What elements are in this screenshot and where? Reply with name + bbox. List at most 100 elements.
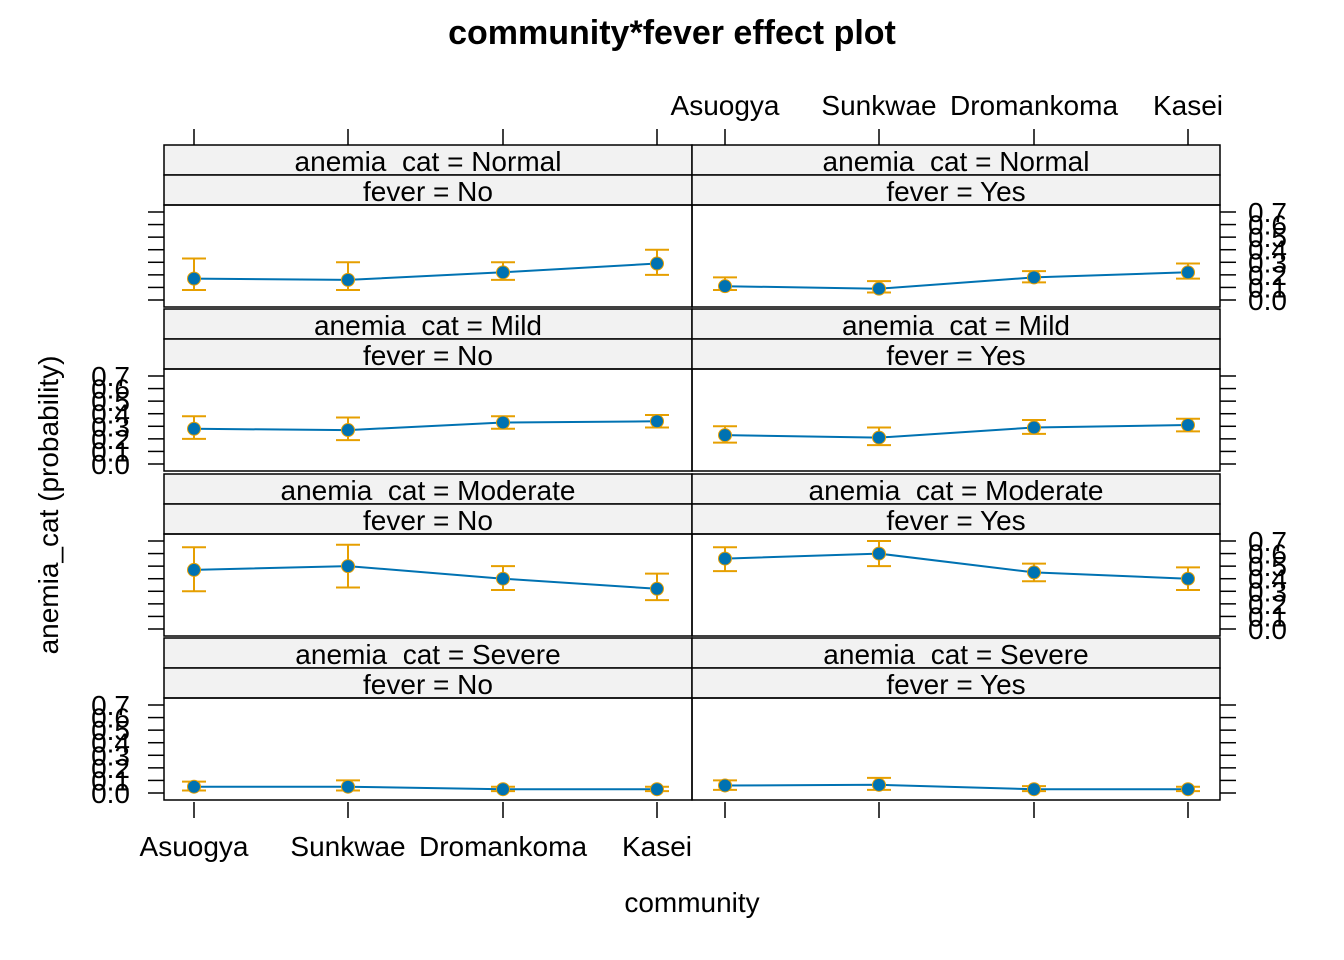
y-tick-label: 0.2 xyxy=(91,424,130,455)
series-line xyxy=(193,262,658,281)
series-line xyxy=(724,271,1189,290)
data-point xyxy=(187,421,201,436)
x-tick-label-top: Dromankoma xyxy=(950,90,1118,121)
y-tick-label: 0.0 xyxy=(91,778,130,809)
y-tick-label: 0.7 xyxy=(1248,197,1287,228)
data-point xyxy=(1027,782,1041,797)
data-point xyxy=(718,279,732,294)
strip-anemia-label: anemia_cat = Mild xyxy=(842,310,1070,341)
x-tick-label-bottom: Sunkwae xyxy=(290,831,405,862)
x-tick-label-top: Sunkwae xyxy=(821,90,936,121)
y-tick-label: 0.5 xyxy=(1248,222,1287,253)
data-point xyxy=(718,778,732,793)
x-tick-label-bottom: Asuogya xyxy=(140,831,249,862)
panel-frame xyxy=(163,697,693,801)
data-point xyxy=(496,265,510,280)
data-point xyxy=(1027,420,1041,435)
y-axis-label: anemia_cat (probability) xyxy=(33,356,64,655)
strip-fever-bg xyxy=(691,338,1221,370)
data-point xyxy=(650,256,664,271)
data-point xyxy=(718,428,732,443)
panel-frame xyxy=(691,533,1221,637)
y-tick-label: 0.4 xyxy=(91,399,130,430)
data-point xyxy=(341,272,355,287)
strip-fever-label: fever = Yes xyxy=(886,669,1025,700)
strip-fever-label: fever = No xyxy=(363,176,493,207)
x-tick-label-top: Asuogya xyxy=(671,90,780,121)
data-point xyxy=(187,562,201,577)
data-point xyxy=(341,423,355,438)
data-point xyxy=(496,571,510,586)
y-tick-label: 0.6 xyxy=(1248,539,1287,570)
data-point xyxy=(187,271,201,286)
series-line xyxy=(193,420,658,432)
y-tick-label: 0.3 xyxy=(91,740,130,771)
x-tick-label-bottom: Dromankoma xyxy=(419,831,587,862)
strip-fever-label: fever = Yes xyxy=(886,176,1025,207)
data-point xyxy=(496,782,510,797)
chart-title: community*fever effect plot xyxy=(448,14,896,52)
data-point xyxy=(1181,782,1195,797)
y-tick-label: 0.4 xyxy=(1248,235,1287,266)
data-point xyxy=(650,581,664,596)
data-point xyxy=(718,551,732,566)
y-tick-label: 0.4 xyxy=(1248,564,1287,595)
data-point xyxy=(872,430,886,445)
y-tick-label: 0.5 xyxy=(91,715,130,746)
x-tick-label-top: Kasei xyxy=(1153,90,1223,121)
y-tick-label: 0.3 xyxy=(91,411,130,442)
strip-anemia-label: anemia_cat = Moderate xyxy=(809,475,1104,506)
y-tick-label: 0.4 xyxy=(91,728,130,759)
y-tick-label: 0.1 xyxy=(1248,272,1287,303)
y-tick-label: 0.2 xyxy=(91,753,130,784)
panel-frame xyxy=(691,368,1221,472)
strip-anemia-bg xyxy=(163,144,693,176)
y-tick-label: 0.1 xyxy=(1248,601,1287,632)
y-tick-label: 0.7 xyxy=(91,690,130,721)
y-tick-label: 0.6 xyxy=(91,703,130,734)
data-point xyxy=(187,779,201,794)
y-tick-label: 0.7 xyxy=(1248,526,1287,557)
panel-frame xyxy=(691,697,1221,801)
strip-anemia-label: anemia_cat = Normal xyxy=(295,146,562,177)
data-point xyxy=(496,415,510,430)
panel-frame xyxy=(163,368,693,472)
series-line xyxy=(724,552,1189,580)
series-line xyxy=(194,785,657,791)
data-point xyxy=(1181,571,1195,586)
y-tick-label: 0.3 xyxy=(1248,576,1287,607)
strip-anemia-bg xyxy=(691,308,1221,340)
strip-fever-label: fever = Yes xyxy=(886,340,1025,371)
strip-fever-bg xyxy=(163,338,693,370)
y-tick-label: 0.6 xyxy=(1248,210,1287,241)
panel-frame xyxy=(163,204,693,308)
strip-anemia-bg xyxy=(691,473,1221,505)
x-axis-label: community xyxy=(624,887,759,918)
strip-fever-label: fever = Yes xyxy=(886,505,1025,536)
strip-anemia-label: anemia_cat = Moderate xyxy=(281,475,576,506)
y-tick-label: 0.5 xyxy=(1248,551,1287,582)
y-tick-label: 0.6 xyxy=(91,374,130,405)
data-point xyxy=(1181,265,1195,280)
data-point xyxy=(341,559,355,574)
y-tick-label: 0.1 xyxy=(91,765,130,796)
series-line xyxy=(193,565,658,590)
data-point xyxy=(650,782,664,797)
data-point xyxy=(341,779,355,794)
strip-fever-label: fever = No xyxy=(363,669,493,700)
strip-anemia-label: anemia_cat = Severe xyxy=(823,639,1088,670)
y-tick-label: 0.5 xyxy=(91,386,130,417)
data-point xyxy=(650,414,664,429)
panel-frame xyxy=(691,204,1221,308)
data-point xyxy=(872,281,886,296)
data-point xyxy=(1181,418,1195,433)
strip-anemia-label: anemia_cat = Mild xyxy=(314,310,542,341)
